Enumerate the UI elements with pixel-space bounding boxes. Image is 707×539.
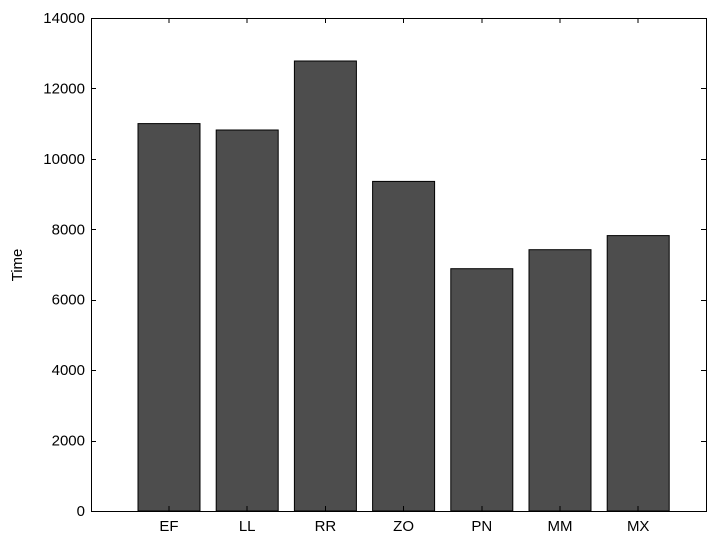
bar-ll: [215, 129, 279, 512]
y-axis-ticks: 0 2000 4000 6000 8000 10000 12000 14000: [43, 10, 706, 520]
y-tick-label-14000: 14000: [43, 10, 85, 27]
y-tick-label-4000: 4000: [52, 362, 85, 379]
y-tick-label-12000: 12000: [43, 80, 85, 97]
bar-mx: [606, 235, 670, 512]
x-tick-label-mm: MM: [548, 518, 573, 535]
y-tick-label-2000: 2000: [52, 433, 85, 450]
bar-mm: [528, 249, 592, 512]
x-tick-label-rr: RR: [315, 518, 337, 535]
x-tick-label-zo: ZO: [393, 518, 414, 535]
y-axis-label: Time: [9, 249, 26, 282]
bar-rr: [293, 60, 357, 512]
y-tick-label-10000: 10000: [43, 151, 85, 168]
bars-group: [137, 60, 670, 512]
x-axis-ticks: EF LL RR ZO PN MM MX: [159, 18, 649, 535]
x-tick-label-mx: MX: [627, 518, 650, 535]
y-tick-label-8000: 8000: [52, 221, 85, 238]
y-tick-label-6000: 6000: [52, 292, 85, 309]
x-tick-label-ef: EF: [159, 518, 178, 535]
bar-pn: [450, 268, 514, 512]
x-tick-label-pn: PN: [471, 518, 492, 535]
bar-zo: [372, 180, 436, 512]
bar-ef: [137, 123, 201, 512]
y-tick-label-0: 0: [77, 503, 85, 520]
x-tick-label-ll: LL: [239, 518, 256, 535]
